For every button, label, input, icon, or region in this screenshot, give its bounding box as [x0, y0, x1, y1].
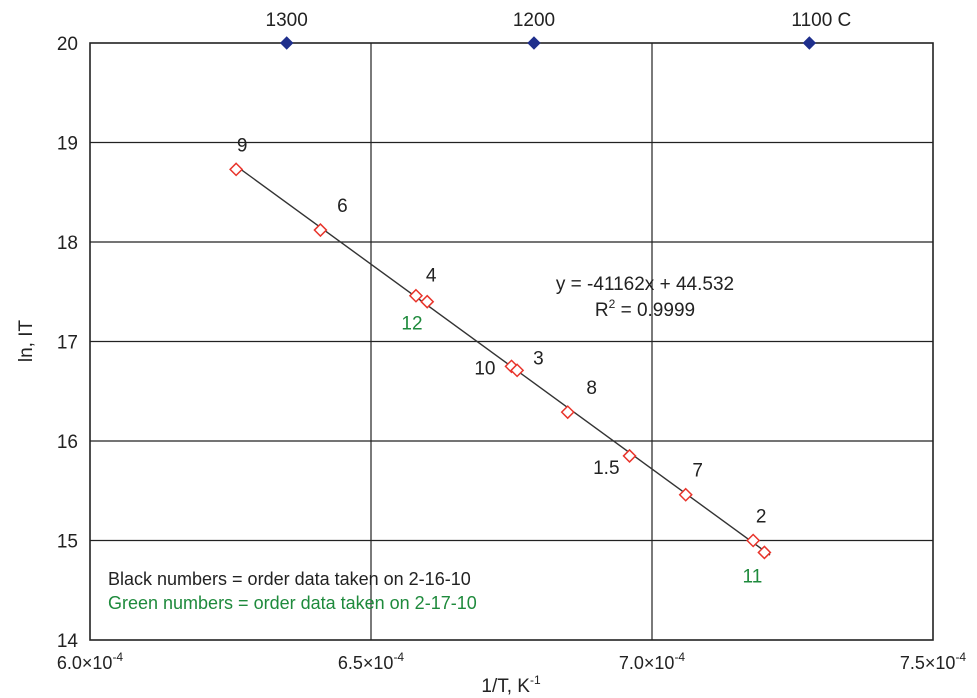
data-point: [746, 533, 761, 548]
y-tick-label: 19: [57, 134, 78, 155]
x-tick-exponent: -4: [393, 650, 404, 664]
point-label: 12: [401, 314, 422, 335]
point-label: 6: [337, 196, 348, 217]
x-axis-label-sup: -1: [530, 673, 541, 687]
point-labels: 9 6 12 4 10 3 8 1.5 7 2 11: [237, 135, 767, 587]
point-label: 7: [692, 461, 703, 482]
x-tick-mantissa: 7.5×10: [900, 653, 956, 673]
data-point: [420, 294, 435, 309]
point-label: 2: [756, 507, 767, 528]
x-tick-exponent: -4: [112, 650, 123, 664]
r2-value: = 0.9999: [615, 300, 695, 321]
x-axis-label-main: 1/T, K: [481, 676, 530, 697]
regression-annotation: y = -41162x + 44.532 R2 = 0.9999: [556, 274, 734, 321]
y-tick-label: 20: [57, 34, 78, 55]
data-point: [229, 162, 244, 177]
x-tick-mantissa: 6.0×10: [57, 653, 113, 673]
point-label: 11: [743, 566, 763, 587]
plot-frame: [89, 42, 934, 641]
regression-equation: y = -41162x + 44.532: [556, 274, 734, 295]
temperature-label: 1100 C: [791, 10, 851, 31]
temperature-marker: [527, 36, 541, 50]
note-green-numbers: Green numbers = order data taken on 2-17…: [108, 593, 477, 613]
temperature-label: 1300: [266, 10, 308, 31]
note-black-numbers: Black numbers = order data taken on 2-16…: [108, 569, 471, 589]
data-point: [560, 405, 575, 420]
temperature-axis: 1300 1200 1100 C: [266, 10, 851, 50]
x-axis-label: 1/T, K-1: [481, 673, 541, 697]
x-tick-label: 7.5×10-4: [900, 650, 967, 673]
point-label: 8: [586, 378, 597, 399]
temperature-marker: [802, 36, 817, 50]
data-point: [622, 448, 637, 463]
x-tick-exponent: -4: [955, 650, 966, 664]
x-tick-label: 6.0×10-4: [57, 650, 124, 673]
x-tick-mantissa: 6.5×10: [338, 653, 394, 673]
point-label: 4: [426, 266, 437, 287]
y-tick-label: 15: [57, 532, 78, 553]
data-point: [313, 222, 328, 238]
legend-notes: Black numbers = order data taken on 2-16…: [108, 569, 477, 613]
data-points: [229, 162, 772, 560]
point-label: 10: [474, 358, 495, 379]
point-label: 9: [237, 135, 248, 156]
y-tick-label: 18: [57, 233, 78, 254]
temperature-label: 1200: [513, 10, 555, 31]
temperature-marker: [279, 36, 294, 50]
x-tick-label: 6.5×10-4: [338, 650, 405, 673]
point-label: 1.5: [593, 458, 619, 479]
grid-lines: [90, 43, 933, 640]
data-point: [757, 545, 772, 560]
regression-r2: R2 = 0.9999: [595, 297, 695, 321]
point-label: 3: [533, 348, 544, 369]
x-tick-mantissa: 7.0×10: [619, 653, 675, 673]
y-tick-label: 17: [57, 333, 78, 354]
x-tick-label: 7.0×10-4: [619, 650, 686, 673]
r2-superscript: 2: [609, 297, 616, 311]
y-tick-label: 16: [57, 432, 78, 453]
r2-prefix: R: [595, 300, 609, 321]
y-axis-label: ln, IT: [16, 319, 37, 362]
y-tick-label: 14: [57, 631, 79, 652]
data-point: [408, 288, 424, 303]
data-point: [678, 487, 693, 502]
data-point: [510, 363, 525, 378]
x-tick-exponent: -4: [674, 650, 685, 664]
